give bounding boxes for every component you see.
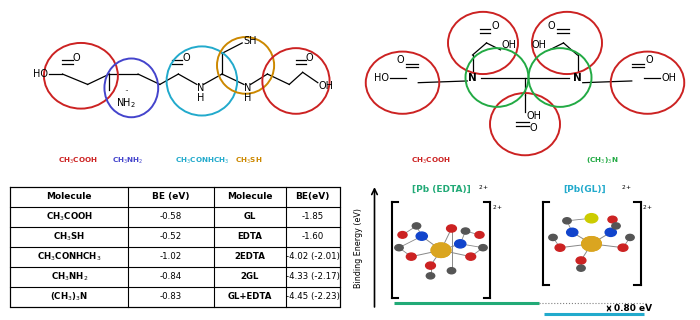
Text: CH$_3$CONHCH$_3$: CH$_3$CONHCH$_3$ xyxy=(37,251,102,263)
Text: OH: OH xyxy=(318,81,334,91)
Text: EDTA: EDTA xyxy=(237,232,262,241)
Text: Molecule: Molecule xyxy=(46,192,92,201)
Text: OH: OH xyxy=(502,40,517,50)
Circle shape xyxy=(447,225,456,232)
Text: -4.45 (-2.23): -4.45 (-2.23) xyxy=(286,292,340,301)
Circle shape xyxy=(475,232,484,238)
Text: O: O xyxy=(397,55,405,65)
Circle shape xyxy=(585,214,598,223)
Circle shape xyxy=(447,268,456,274)
Circle shape xyxy=(605,228,617,236)
Circle shape xyxy=(626,234,634,241)
Text: CH$_3$CONHCH$_3$: CH$_3$CONHCH$_3$ xyxy=(175,155,229,165)
Text: -1.60: -1.60 xyxy=(302,232,324,241)
Circle shape xyxy=(466,253,476,260)
Text: -4.33 (-2.17): -4.33 (-2.17) xyxy=(286,272,340,281)
Text: O: O xyxy=(491,21,499,31)
Text: H: H xyxy=(197,93,204,103)
Text: (CH$_3$)$_3$N: (CH$_3$)$_3$N xyxy=(50,291,88,303)
Circle shape xyxy=(398,232,407,238)
Text: N: N xyxy=(244,83,251,93)
Text: O: O xyxy=(72,53,80,63)
Text: $^{2+}$: $^{2+}$ xyxy=(622,185,633,194)
Text: -1.02: -1.02 xyxy=(160,252,182,261)
Text: N: N xyxy=(468,73,477,83)
Text: CH$_3$SH: CH$_3$SH xyxy=(53,230,85,243)
Text: N: N xyxy=(573,73,582,83)
Text: N: N xyxy=(197,83,204,93)
Circle shape xyxy=(395,244,403,251)
Text: O: O xyxy=(547,21,555,31)
Circle shape xyxy=(455,240,466,248)
Text: H: H xyxy=(244,93,251,103)
Text: O: O xyxy=(530,123,538,132)
Text: -0.83: -0.83 xyxy=(160,292,182,301)
Text: CH$_3$NH$_2$: CH$_3$NH$_2$ xyxy=(50,270,88,283)
Text: 2GL: 2GL xyxy=(241,272,259,281)
Text: -0.84: -0.84 xyxy=(160,272,182,281)
Text: BE (eV): BE (eV) xyxy=(152,192,190,201)
Text: $^{2+}$: $^{2+}$ xyxy=(491,205,503,214)
Text: GL: GL xyxy=(244,212,256,221)
Circle shape xyxy=(577,265,585,271)
Text: OH: OH xyxy=(661,73,676,83)
Text: Binding Energy (eV): Binding Energy (eV) xyxy=(354,208,363,288)
Text: CH$_3$COOH: CH$_3$COOH xyxy=(57,155,97,165)
Circle shape xyxy=(582,237,601,251)
Text: 0.80 eV: 0.80 eV xyxy=(615,304,652,313)
Circle shape xyxy=(412,223,421,229)
Text: HO: HO xyxy=(374,73,389,83)
Text: -1.85: -1.85 xyxy=(302,212,324,221)
Text: NH$_2$: NH$_2$ xyxy=(116,97,136,110)
Text: CH$_3$NH$_2$: CH$_3$NH$_2$ xyxy=(112,155,144,165)
Circle shape xyxy=(582,237,601,251)
Circle shape xyxy=(426,262,435,269)
Circle shape xyxy=(461,228,470,234)
Circle shape xyxy=(608,216,617,223)
Text: CH$_3$SH: CH$_3$SH xyxy=(235,155,262,165)
Text: [Pb (EDTA)]: [Pb (EDTA)] xyxy=(412,185,470,194)
Circle shape xyxy=(555,244,565,251)
Circle shape xyxy=(406,253,416,260)
Text: -0.58: -0.58 xyxy=(160,212,182,221)
Circle shape xyxy=(567,228,578,236)
Text: OH: OH xyxy=(531,40,547,50)
Text: [Pb(GL)]: [Pb(GL)] xyxy=(564,185,606,194)
Circle shape xyxy=(576,257,586,264)
Text: O: O xyxy=(306,53,313,63)
Text: CH$_3$COOH: CH$_3$COOH xyxy=(46,211,92,223)
Text: ··: ·· xyxy=(124,87,129,96)
Text: $^{2+}$: $^{2+}$ xyxy=(477,185,489,194)
Circle shape xyxy=(431,243,451,257)
Text: O: O xyxy=(645,55,653,65)
Text: HO: HO xyxy=(33,69,48,79)
Text: SH: SH xyxy=(244,36,258,46)
Circle shape xyxy=(563,218,571,224)
Text: -0.52: -0.52 xyxy=(160,232,182,241)
Text: OH: OH xyxy=(526,110,541,121)
Text: BE(eV): BE(eV) xyxy=(295,192,330,201)
Circle shape xyxy=(618,244,628,251)
Text: 2EDTA: 2EDTA xyxy=(234,252,265,261)
Text: CH$_3$COOH: CH$_3$COOH xyxy=(411,155,450,165)
Text: $^{2+}$: $^{2+}$ xyxy=(643,205,654,214)
Circle shape xyxy=(431,243,451,257)
Text: Molecule: Molecule xyxy=(227,192,272,201)
Circle shape xyxy=(612,223,620,229)
Circle shape xyxy=(426,273,435,279)
Text: -4.02 (-2.01): -4.02 (-2.01) xyxy=(286,252,340,261)
Text: (CH$_3$)$_3$N: (CH$_3$)$_3$N xyxy=(586,155,618,165)
Circle shape xyxy=(416,232,427,240)
Text: O: O xyxy=(183,53,190,63)
Circle shape xyxy=(479,244,487,251)
Text: GL+EDTA: GL+EDTA xyxy=(228,292,272,301)
Circle shape xyxy=(549,234,557,241)
